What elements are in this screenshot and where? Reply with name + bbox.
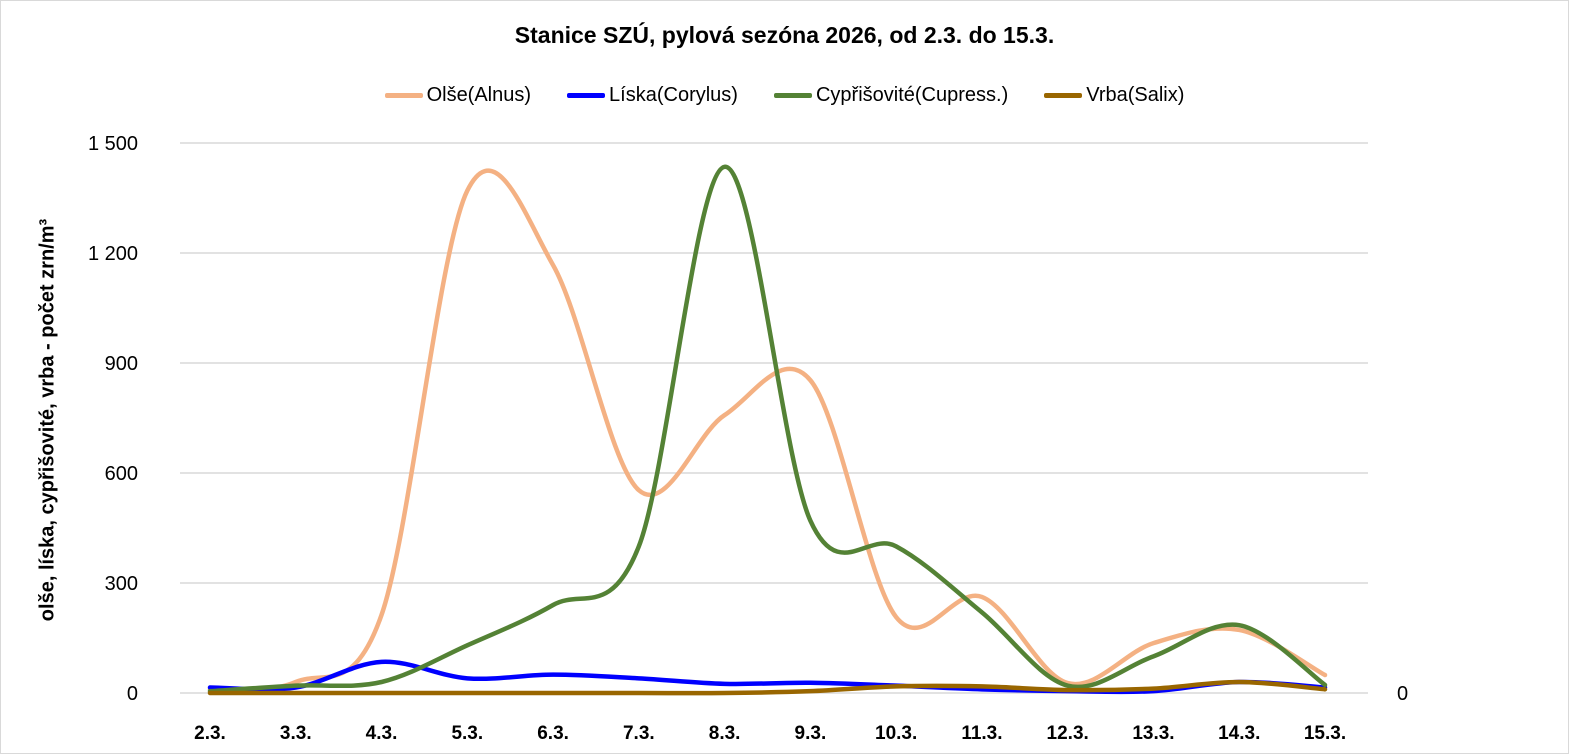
legend-swatch	[773, 93, 812, 98]
legend-label: Cypřišovité(Cupress.)	[815, 84, 1009, 106]
x-tick-label: 11.3.	[961, 723, 1002, 744]
legend-item: Cypřišovité(Cupress.)	[773, 84, 1009, 107]
x-tick-label: 15.3.	[1304, 723, 1346, 744]
series-line-cypřišovité	[207, 164, 1328, 694]
legend-item: Olše(Alnus)	[384, 84, 532, 107]
chart-title: Stanice SZÚ, pylová sezóna 2026, od 2.3.…	[514, 22, 1055, 48]
x-tick-label: 9.3.	[795, 723, 827, 744]
legend: Olše(Alnus) Líska(Corylus) Cypřišovité(Cup…	[0, 84, 1569, 107]
legend-swatch	[1044, 93, 1083, 98]
x-tick-label: 5.3.	[451, 723, 483, 744]
x-tick-label: 14.3.	[1218, 723, 1260, 744]
y-tick-label: 1 200	[88, 243, 138, 265]
x-tick-label: 12.3.	[1047, 723, 1089, 744]
x-tick-label: 8.3.	[709, 723, 741, 744]
legend-label: Líska(Corylus)	[609, 84, 738, 106]
x-tick-label: 4.3.	[366, 723, 398, 744]
x-tick-label: 7.3.	[623, 723, 655, 744]
x-tick-label: 13.3.	[1132, 723, 1174, 744]
series-line-vrba	[207, 679, 1328, 696]
legend-swatch	[567, 93, 606, 98]
y-tick-label: 0	[127, 683, 138, 705]
y2-tick-label: 0	[1397, 683, 1408, 705]
legend-item: Vrba(Salix)	[1044, 84, 1184, 107]
x-tick-label: 10.3.	[875, 723, 917, 744]
series-line-líska	[207, 659, 1328, 695]
legend-swatch	[384, 93, 423, 98]
legend-label: Vrba(Salix)	[1086, 84, 1185, 106]
legend-label: Olše(Alnus)	[426, 84, 532, 106]
y-tick-label: 1 500	[88, 133, 138, 155]
y-tick-label: 600	[105, 463, 138, 485]
y-tick-label: 300	[105, 573, 138, 595]
x-tick-label: 6.3.	[537, 723, 569, 744]
series-line-olše	[207, 168, 1328, 693]
x-tick-label: 3.3.	[280, 723, 312, 744]
y-tick-label: 900	[105, 353, 138, 375]
legend-item: Líska(Corylus)	[567, 84, 738, 107]
x-tick-label: 2.3.	[194, 723, 226, 744]
